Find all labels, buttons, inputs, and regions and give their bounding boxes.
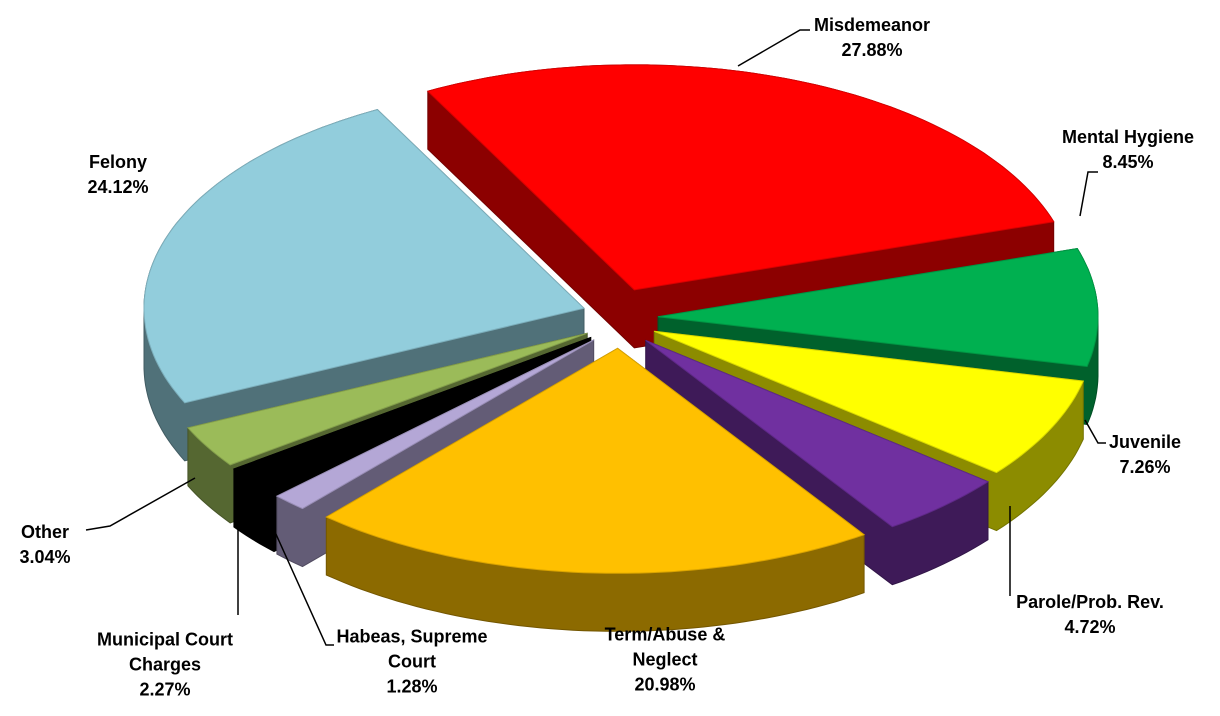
slice-top [275,339,594,510]
slice-label: Habeas, Supreme Court 1.28% [317,625,507,700]
value-label: 3.04% [19,547,71,567]
slice [645,339,990,586]
value-label: 1.28% [386,676,438,697]
slice-label: Felony 24.12% [58,150,178,200]
slice-label: Municipal Court Charges 2.27% [75,628,255,703]
category-name: Habeas, Supreme Court [336,626,488,672]
slice-top [654,330,1085,474]
slice-top [232,337,592,495]
category-name: Misdemeanor [813,15,931,35]
slice [426,64,1055,349]
slice-label: Parole/Prob. Rev. 4.72% [980,590,1200,640]
leader-line [1084,419,1106,444]
value-label: 20.98% [634,674,696,695]
slice-top [657,248,1099,368]
slice-label: Mental Hygiene 8.45% [1028,125,1220,175]
value-label: 4.72% [1064,617,1116,637]
category-name: Municipal Court Charges [97,629,233,675]
category-name: Other [20,522,69,542]
value-label: 2.27% [139,679,191,700]
value-label: 24.12% [87,177,149,197]
category-name: Parole/Prob. Rev. [1016,592,1164,612]
slice-top [325,347,866,574]
value-label: 7.26% [1119,457,1171,477]
slice-top [143,109,586,404]
leader-line [737,29,810,67]
value-label: 27.88% [841,40,903,60]
slice-top [426,64,1055,291]
slice-label: Term/Abuse & Neglect 20.98% [580,623,750,698]
leader-line [1079,171,1098,217]
category-name: Juvenile [1108,432,1182,452]
category-name: Mental Hygiene [1061,127,1195,147]
slice [325,347,866,632]
slice-label: Other 3.04% [0,520,95,570]
category-name: Term/Abuse & Neglect [604,624,726,670]
category-name: Felony [88,152,147,172]
leader-line [85,477,196,531]
slice-top [186,332,588,466]
slice-label: Misdemeanor 27.88% [772,13,972,63]
leader-line [274,531,334,646]
slice-top [645,339,990,528]
value-label: 8.45% [1102,152,1154,172]
slice-label: Juvenile 7.26% [1085,430,1205,480]
